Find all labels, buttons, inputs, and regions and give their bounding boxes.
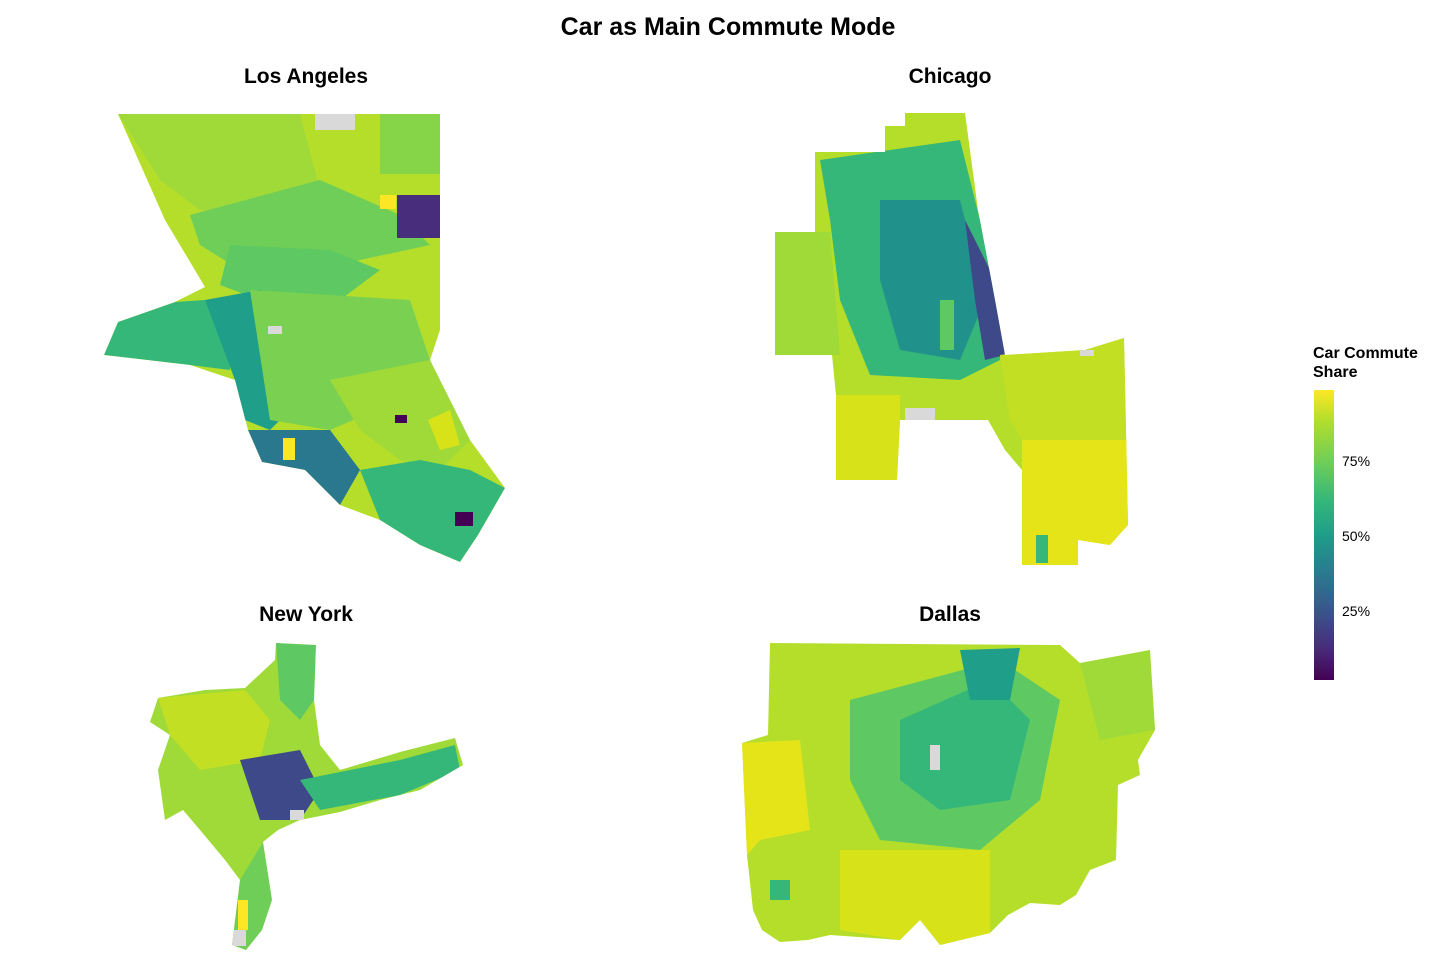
legend-title: Car Commute Share [1313,344,1453,382]
panel-title-dallas: Dallas [919,603,981,626]
legend-title-line2: Share [1313,364,1358,381]
legend-label-25: 25% [1342,603,1371,619]
new-york-fill [150,643,463,950]
legend-tick [1334,536,1340,537]
chart-title: Car as Main Commute Mode [560,13,896,41]
legend-label-75: 75% [1342,453,1371,469]
legend-tick [1334,611,1340,612]
la-fill [104,114,505,562]
legend-tick [1334,461,1340,462]
panel-title-new-york: New York [259,603,353,626]
dallas-fill [742,643,1155,945]
legend-colorbar [1314,390,1334,680]
chicago-fill [775,113,1128,565]
legend-label-50: 50% [1342,528,1371,544]
panel-title-chicago: Chicago [908,65,992,88]
panel-title-los-angeles: Los Angeles [243,65,369,88]
legend-title-line1: Car Commute [1313,345,1418,362]
